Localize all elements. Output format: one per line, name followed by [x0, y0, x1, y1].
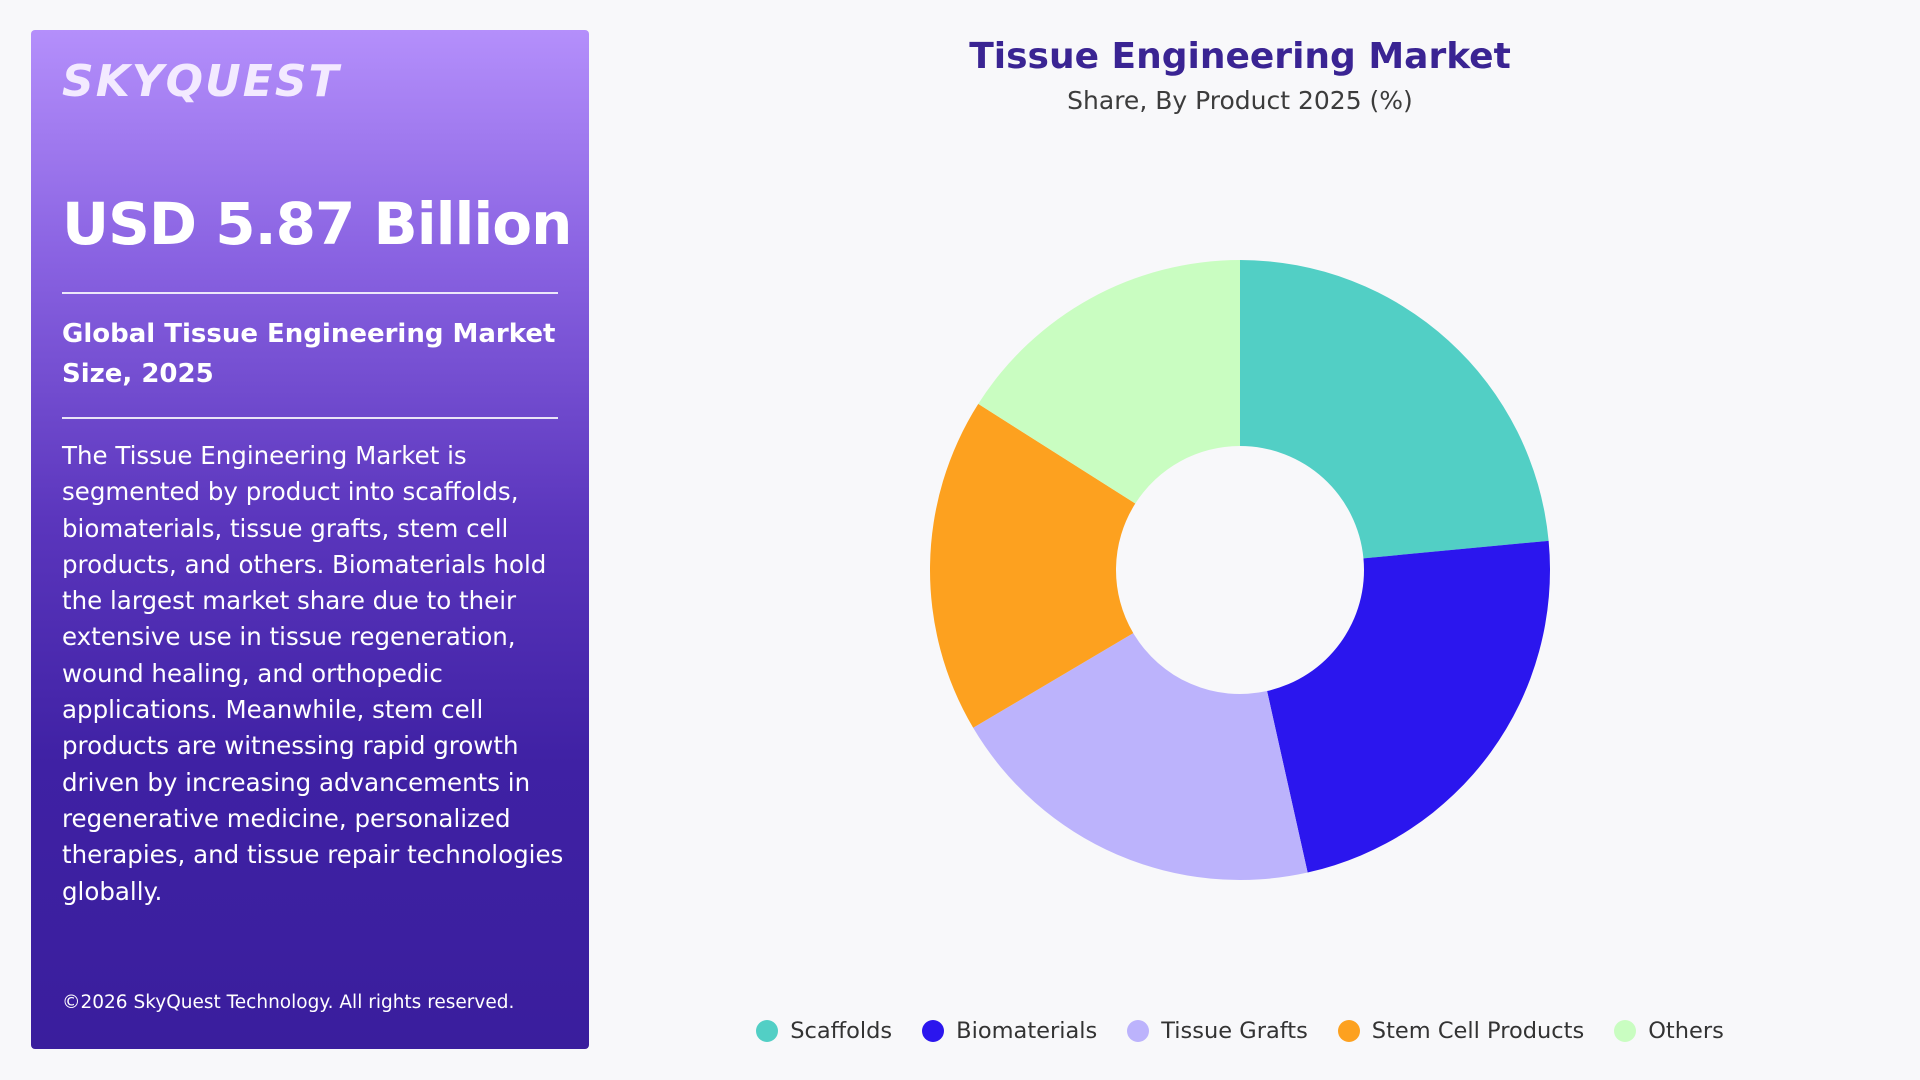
market-description: The Tissue Engineering Market is segment… — [62, 441, 564, 906]
legend-swatch — [1337, 1020, 1360, 1042]
copyright-notice: ©2026 SkyQuest Technology. All rights re… — [62, 992, 515, 1013]
legend-item-stem-cell-products: Stem Cell Products — [1337, 1018, 1585, 1044]
legend-label: Tissue Grafts — [1161, 1018, 1308, 1044]
chart-title: Tissue Engineering Market — [969, 36, 1511, 77]
legend-label: Others — [1648, 1018, 1724, 1044]
divider — [62, 292, 558, 294]
legend-swatch — [1127, 1020, 1150, 1042]
slice-others — [978, 260, 1240, 504]
slice-scaffolds — [1240, 260, 1549, 559]
slice-biomaterials — [1267, 540, 1550, 873]
legend-swatch — [756, 1020, 779, 1042]
chart-legend: Scaffolds Biomaterials Tissue Grafts Stem C… — [740, 1018, 1740, 1044]
legend-label: Stem Cell Products — [1371, 1018, 1585, 1044]
slice-tissue-grafts — [973, 633, 1308, 880]
legend-label: Biomaterials — [956, 1018, 1098, 1044]
market-value: USD 5.87 Billion — [62, 190, 572, 258]
legend-item-scaffolds: Scaffolds — [756, 1018, 892, 1044]
donut-chart — [930, 260, 1550, 880]
skyquest-logo: SKYQUEST — [62, 56, 341, 107]
legend-swatch — [1614, 1020, 1637, 1042]
legend-label: Scaffolds — [790, 1018, 893, 1044]
legend-item-tissue-grafts: Tissue Grafts — [1127, 1018, 1308, 1044]
slice-stem-cell-products — [930, 403, 1136, 728]
legend-swatch — [922, 1020, 945, 1042]
summary-panel: SKYQUEST USD 5.87 Billion Global Tissue … — [31, 30, 589, 1049]
legend-item-others: Others — [1614, 1018, 1724, 1044]
chart-subtitle: Share, By Product 2025 (%) — [1067, 86, 1413, 115]
market-size-subtitle: Global Tissue Engineering Market Size, 2… — [62, 319, 556, 389]
divider — [62, 417, 558, 419]
legend-item-biomaterials: Biomaterials — [922, 1018, 1097, 1044]
